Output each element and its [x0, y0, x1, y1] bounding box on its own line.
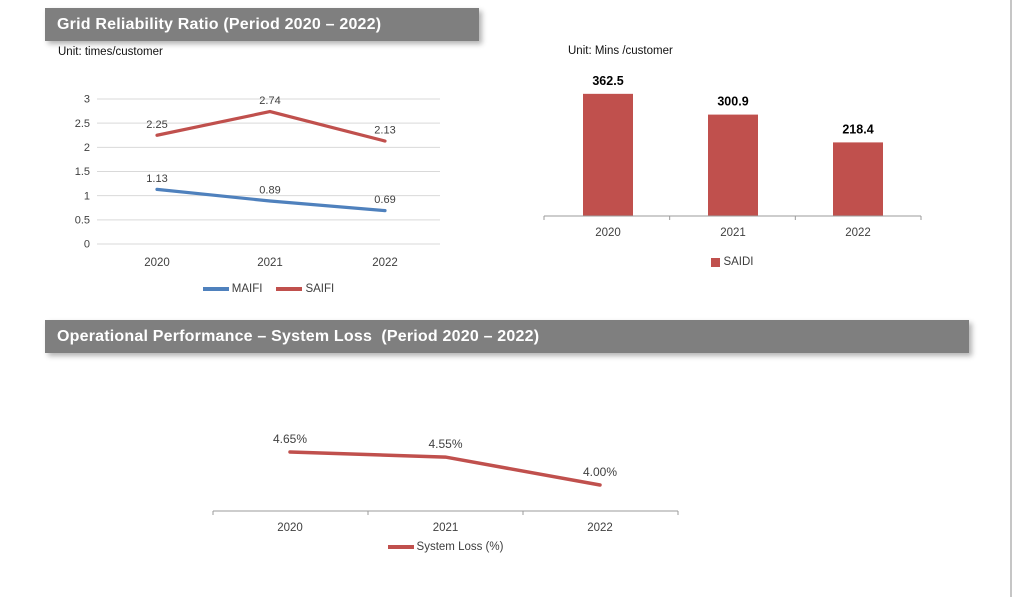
legend-item-system-loss-: System Loss (%) [387, 541, 504, 553]
section-header-grid-reliability: Grid Reliability Ratio (Period 2020 – 20… [45, 8, 479, 41]
data-label: 1.13 [146, 173, 167, 185]
x-axis-label: 2021 [433, 522, 459, 534]
y-axis-tick-label: 3 [84, 94, 90, 106]
legend-item-maifi: MAIFI [202, 283, 263, 295]
x-axis-label: 2021 [257, 257, 283, 269]
data-label: 2.74 [259, 95, 280, 107]
line-chart-reliability: 0 0.5 1 1.5 2 2.5 3 1.13 0.89 0.69 2.25 2.74 2.13 202… [50, 85, 470, 300]
y-axis-tick-label: 0.5 [75, 215, 90, 227]
system-loss-line-plot: 4.65% 4.55% 4.00% 2020 2021 2022 [212, 432, 679, 534]
data-label: 0.89 [259, 184, 280, 196]
y-axis-tick-label: 1 [84, 190, 90, 202]
legend-swatch-icon [387, 545, 414, 549]
series-line-system-loss- [288, 450, 602, 487]
saidi-bars-legend: SAIDI [544, 256, 921, 268]
bar-value-label: 218.4 [842, 122, 873, 136]
saidi-bars-plot: 362.5 300.9 218.4 2020 2021 2022 [543, 74, 922, 239]
bar-value-label: 362.5 [592, 74, 623, 88]
data-label: 0.69 [374, 194, 395, 206]
legend-swatch-icon [202, 287, 229, 291]
section-header-system-loss: Operational Performance – System Loss (P… [45, 320, 969, 353]
bar-2021 [708, 114, 758, 216]
y-axis-tick-label: 2 [84, 142, 90, 154]
legend-label: SAIDI [723, 256, 754, 268]
x-axis-label: 2022 [372, 257, 398, 269]
unit-label-mins-per-customer: Unit: Mins /customer [568, 45, 673, 57]
legend-swatch-icon [276, 287, 303, 291]
legend-label: MAIFI [231, 283, 263, 295]
section-title-system-loss: Operational Performance – System Loss (P… [57, 327, 540, 345]
unit-label-times-per-customer: Unit: times/customer [58, 46, 163, 58]
data-label: 4.55% [428, 437, 462, 451]
bar-2020 [583, 93, 633, 216]
data-label: 2.25 [146, 119, 167, 131]
x-axis-label: 2020 [144, 257, 170, 269]
y-axis-tick-label: 1.5 [75, 166, 90, 178]
bar-chart-saidi: 362.5 300.9 218.4 2020 2021 2022 SAIDI [540, 60, 940, 275]
legend-item-saifi: SAIFI [276, 283, 334, 295]
bar-value-label: 300.9 [717, 95, 748, 109]
legend-label: SAIFI [305, 283, 335, 295]
series-line-saifi [155, 109, 387, 143]
section-title-grid-reliability: Grid Reliability Ratio (Period 2020 – 20… [57, 15, 382, 33]
bar-2022 [833, 142, 883, 216]
grid-reliability-lines-legend: MAIFI SAIFI [97, 283, 440, 295]
series-line-maifi [155, 187, 387, 213]
grid-reliability-lines-plot: 0 0.5 1 1.5 2 2.5 3 1.13 0.89 0.69 2.25 2.74 2.13 202… [75, 94, 440, 269]
line-chart-system-loss: 4.65% 4.55% 4.00% 2020 2021 2022 System Loss (… [200, 420, 760, 565]
x-axis-label: 2022 [845, 227, 871, 239]
page-right-border [1010, 0, 1012, 597]
x-axis-label: 2020 [595, 227, 621, 239]
legend-item-saidi: SAIDI [711, 256, 754, 268]
data-label: 2.13 [374, 125, 395, 137]
legend-swatch-icon [711, 257, 721, 267]
data-label: 4.65% [273, 432, 307, 446]
x-axis-label: 2020 [277, 522, 303, 534]
system-loss-line-legend: System Loss (%) [213, 541, 678, 553]
y-axis-tick-label: 0 [84, 239, 90, 251]
y-axis-tick-label: 2.5 [75, 118, 90, 130]
data-label: 4.00% [583, 465, 617, 479]
legend-label: System Loss (%) [416, 541, 504, 553]
x-axis-label: 2021 [720, 227, 746, 239]
x-axis-label: 2022 [587, 522, 613, 534]
